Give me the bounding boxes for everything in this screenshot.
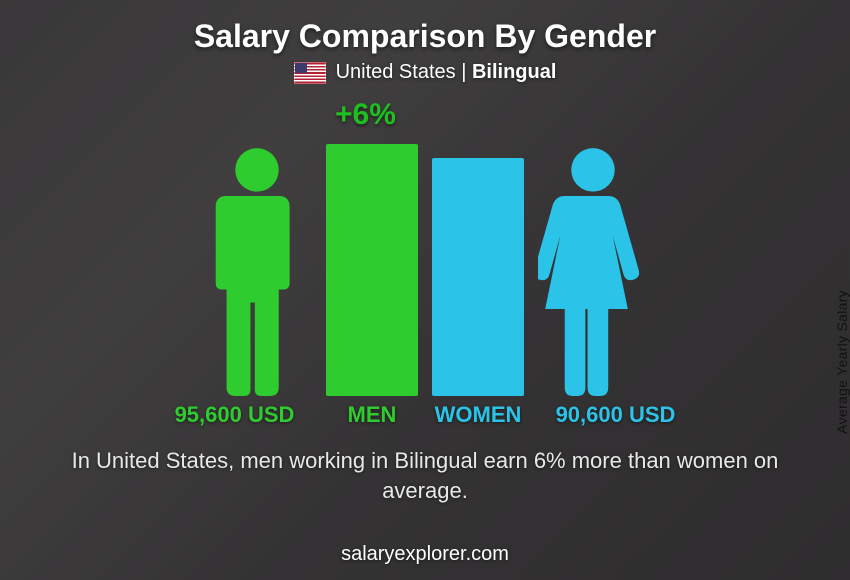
- subtitle-row: United States | Bilingual: [0, 61, 850, 84]
- men-salary: 95,600 USD: [157, 402, 312, 428]
- page-title: Salary Comparison By Gender: [0, 18, 850, 55]
- separator-text: |: [461, 61, 466, 83]
- subtitle-text: United States | Bilingual: [336, 61, 557, 84]
- women-salary: 90,600 USD: [538, 402, 693, 428]
- bars-row: [0, 136, 850, 396]
- footer-text: salaryexplorer.com: [0, 543, 850, 566]
- labels-row: 95,600 USD MEN WOMEN 90,600 USD: [0, 402, 850, 428]
- us-flag-icon: [294, 62, 326, 84]
- men-bar: [326, 144, 418, 396]
- man-icon: [202, 146, 312, 396]
- chart-area: +6% 95,600 USD MEN WOMEN 90,600 USD: [0, 98, 850, 428]
- country-text: United States: [336, 61, 456, 83]
- infographic-container: Salary Comparison By Gender United State…: [0, 0, 850, 580]
- woman-icon: [538, 146, 648, 396]
- women-bar: [432, 158, 524, 396]
- women-label: WOMEN: [432, 402, 524, 428]
- side-axis-label: Average Yearly Salary: [834, 290, 850, 434]
- description-text: In United States, men working in Bilingu…: [55, 446, 795, 505]
- delta-label: +6%: [335, 98, 396, 132]
- men-label: MEN: [326, 402, 418, 428]
- category-text: Bilingual: [472, 61, 556, 83]
